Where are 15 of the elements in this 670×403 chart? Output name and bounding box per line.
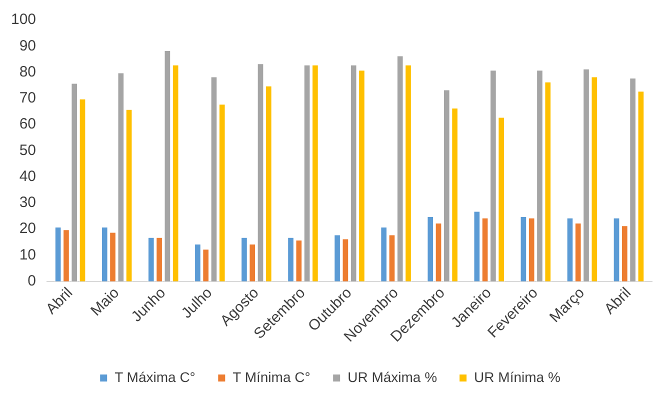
y-tick-label: 50 [19, 142, 36, 159]
legend-label: T Mínima C° [232, 368, 310, 385]
y-tick-label: 0 [28, 272, 36, 290]
y-tick-label: 60 [19, 116, 36, 133]
y-tick-label: 70 [19, 90, 36, 107]
y-tick-label: 10 [19, 246, 36, 264]
y-tick-label: 100 [10, 11, 36, 28]
legend-label: UR Máxima % [348, 368, 438, 385]
y-tick-label: 80 [19, 63, 36, 80]
y-tick-label: 40 [19, 168, 36, 185]
legend-label: UR Mínima % [474, 368, 560, 385]
y-tick-label: 30 [19, 194, 36, 212]
y-tick-label: 90 [19, 37, 36, 54]
legend-label: T Máxima C° [114, 368, 196, 385]
y-tick-label: 20 [19, 220, 36, 238]
